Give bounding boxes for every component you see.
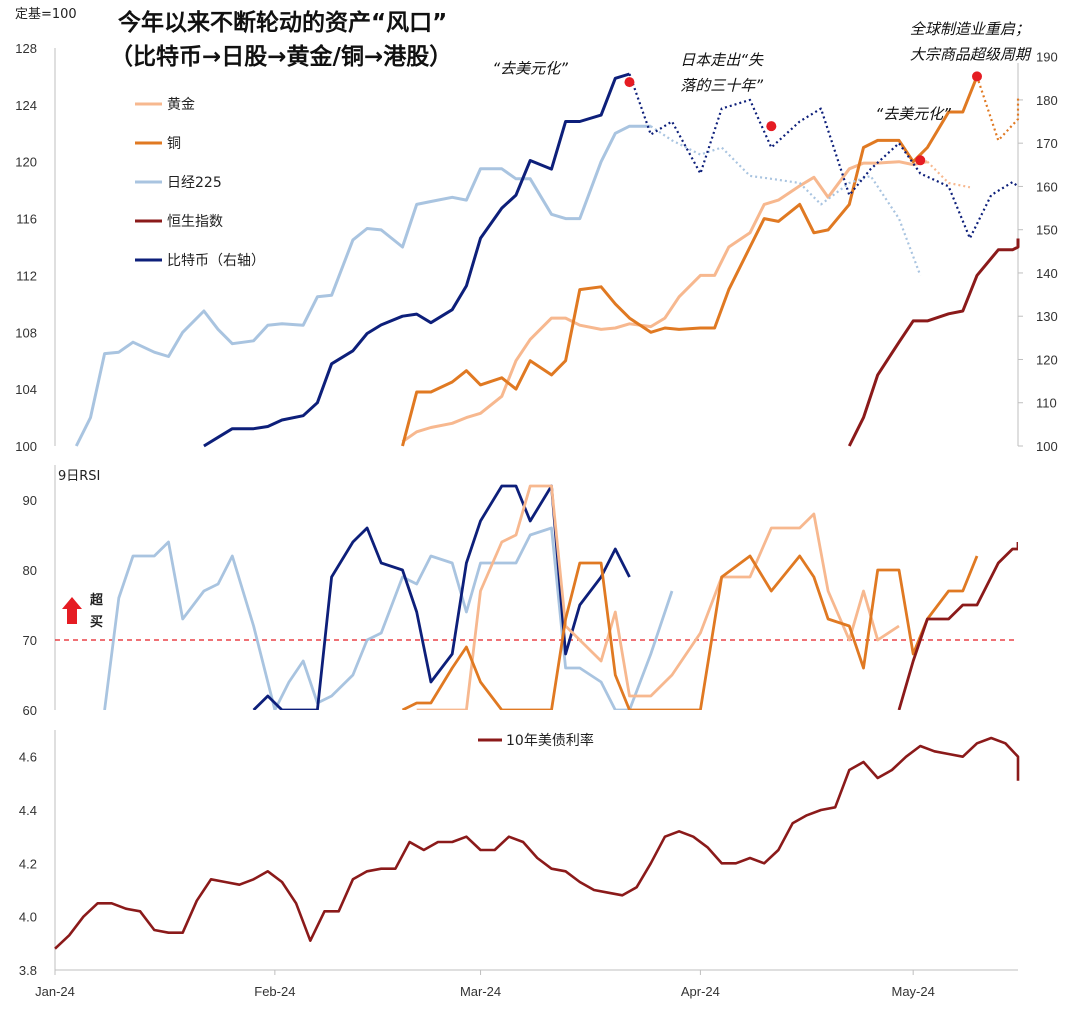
yield-series-line [54, 736, 1020, 950]
series-line [203, 72, 630, 448]
chart-subtitle: （比特币→日股→黄金/铜→港股） [110, 43, 452, 70]
series-line [74, 124, 651, 447]
series-line [650, 125, 922, 276]
yield-legend-label: 10年美债利率 [506, 732, 594, 749]
annotation-text: 全球制造业重启； [910, 20, 1030, 38]
rsi-series-line [401, 554, 979, 710]
series-line [975, 76, 1020, 142]
y2-tick-label: 180 [1036, 93, 1058, 108]
overbought-label: 超 [90, 592, 104, 608]
x-tick-label: May-24 [891, 984, 934, 999]
chart-title: 今年以来不断轮动的资产“风口” [118, 9, 447, 36]
y-tick-label: 100 [15, 439, 37, 454]
series-line [847, 238, 1020, 447]
yield-tick-label: 4.0 [19, 910, 37, 925]
legend-label: 铜 [167, 136, 181, 152]
rsi-panel: 60 70 80 90 9日RSI 超买 [23, 465, 1018, 718]
legend-label: 日经225 [167, 175, 222, 191]
rsi-title: 9日RSI [58, 469, 100, 484]
y-tick-label: 108 [15, 325, 37, 340]
series-line [926, 160, 971, 189]
y-tick-label: 104 [15, 382, 37, 397]
y2-tick-label: 130 [1036, 309, 1058, 324]
annotation-text: “去美元化” [875, 105, 951, 123]
up-arrow-icon [62, 597, 82, 624]
x-tick-label: Mar-24 [460, 984, 501, 999]
text-overlay: 定基=100 今年以来不断轮动的资产“风口” （比特币→日股→黄金/铜→港股） “去美… [15, 7, 1032, 123]
yield-tick-label: 4.2 [19, 856, 37, 871]
annotation-text: 日本走出“失 [680, 51, 764, 69]
x-tick-label: Feb-24 [254, 984, 295, 999]
turning-point-marker [972, 71, 982, 82]
y-tick-label: 112 [16, 268, 37, 283]
treasury-yield-panel: 3.8 4.0 4.2 4.4 4.6 Jan-24 Feb-24 Mar-24 Apr-24 M… [19, 730, 1020, 999]
top-price-panel: 100 104 108 112 116 120 124 128 100 110 120 130 140 1… [15, 41, 1057, 454]
rsi-tick-label: 90 [23, 493, 37, 508]
x-tick-label: Jan-24 [35, 984, 75, 999]
rsi-series-line [252, 484, 631, 710]
legend-label: 比特币（右轴） [167, 253, 265, 269]
turning-point-marker [624, 77, 635, 88]
y-tick-label: 128 [15, 41, 37, 56]
series-line [401, 75, 979, 447]
y2-tick-label: 100 [1036, 439, 1058, 454]
annotation-text: 大宗商品超级周期 [910, 45, 1032, 63]
turning-point-marker [915, 155, 926, 166]
rsi-series-line [103, 526, 674, 710]
annotation-text: 落的三十年” [680, 77, 763, 95]
series-line [628, 73, 1019, 240]
y2-tick-label: 150 [1036, 223, 1058, 238]
y2-tick-label: 160 [1036, 179, 1058, 194]
legend-label: 恒生指数 [167, 214, 223, 230]
y-axis-title: 定基=100 [15, 7, 77, 22]
turning-point-marker [766, 121, 777, 132]
overbought-label: 买 [90, 615, 103, 630]
x-tick-label: Apr-24 [681, 984, 720, 999]
y2-tick-label: 190 [1036, 50, 1058, 65]
y2-tick-label: 120 [1036, 352, 1058, 367]
y-tick-label: 116 [16, 212, 37, 227]
y-tick-label: 120 [15, 155, 37, 170]
y2-tick-label: 110 [1036, 396, 1057, 411]
rsi-tick-label: 70 [23, 633, 37, 648]
yield-tick-label: 4.4 [19, 803, 37, 818]
y-tick-label: 124 [15, 98, 37, 113]
rsi-series-line [897, 542, 1018, 710]
rsi-tick-label: 80 [23, 563, 37, 578]
legend-label: 黄金 [167, 96, 195, 113]
annotation-text: “去美元化” [492, 60, 568, 78]
rsi-series-line [416, 484, 900, 710]
series-line [401, 160, 928, 443]
y2-tick-label: 140 [1036, 266, 1058, 281]
rsi-tick-label: 60 [23, 703, 37, 718]
yield-tick-label: 4.6 [19, 750, 37, 765]
yield-tick-label: 3.8 [19, 963, 37, 978]
y2-tick-label: 170 [1036, 136, 1058, 151]
